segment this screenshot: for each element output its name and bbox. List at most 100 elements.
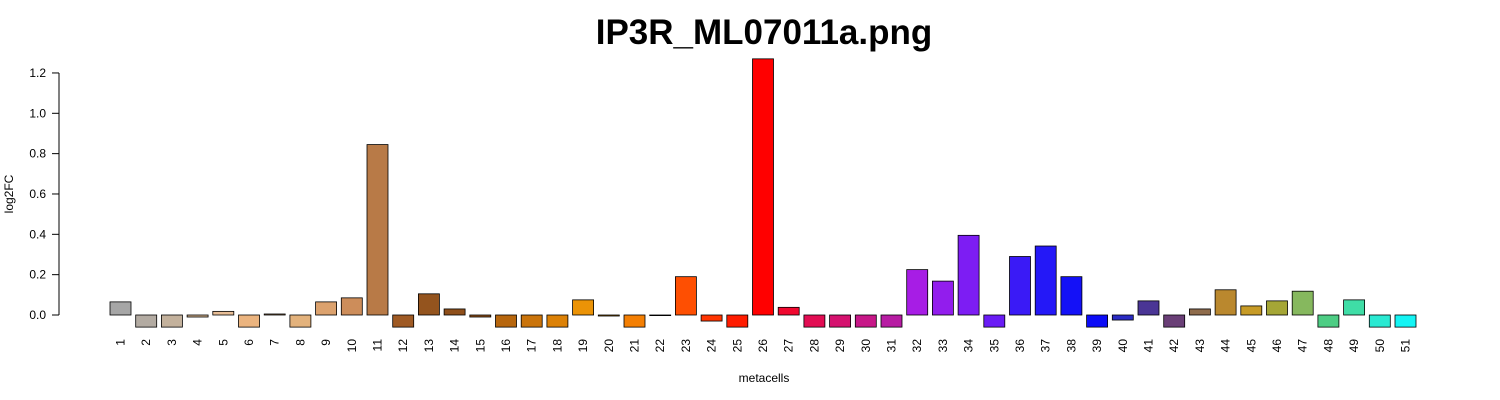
bar-metacell-49 (1343, 299, 1365, 316)
x-tick-label: 23 (679, 339, 693, 353)
chart-title: IP3R_ML07011a.png (596, 13, 933, 52)
x-tick-label: 14 (448, 339, 462, 353)
x-tick-label: 49 (1347, 339, 1361, 353)
x-tick-label: 1 (114, 339, 128, 346)
x-tick-label: 25 (730, 339, 744, 353)
bar-metacell-42 (1163, 314, 1186, 328)
bar-metacell-12 (392, 314, 415, 328)
y-tick-label: 1.2 (29, 66, 46, 80)
bar-metacell-14 (443, 308, 466, 316)
x-tick-label: 39 (1090, 339, 1104, 353)
x-tick-label: 36 (1013, 339, 1027, 353)
x-tick-label: 41 (1142, 339, 1156, 353)
x-tick-label: 43 (1193, 339, 1207, 353)
y-tick-label: 0.0 (29, 308, 46, 322)
bar-metacell-48 (1317, 314, 1340, 328)
bar-metacell-40 (1111, 314, 1134, 321)
y-tick-label: 1.0 (29, 106, 46, 120)
x-tick-label: 44 (1219, 339, 1233, 353)
bar-metacell-36 (1009, 256, 1031, 316)
x-tick-label: 38 (1064, 339, 1078, 353)
x-tick-label: 2 (139, 339, 153, 346)
x-tick-label: 20 (602, 339, 616, 353)
x-tick-label: 8 (293, 339, 307, 346)
bar-metacell-50 (1368, 314, 1391, 328)
x-tick-label: 16 (499, 339, 513, 353)
x-tick-label: 40 (1116, 339, 1130, 353)
bar-metacell-2 (135, 314, 158, 328)
bar-metacell-38 (1060, 276, 1083, 316)
x-tick-label: 42 (1167, 339, 1181, 353)
x-tick-label: 32 (910, 339, 924, 353)
bar-metacell-11 (366, 144, 389, 316)
bar-metacell-27 (777, 306, 800, 316)
bar-metacell-17 (520, 314, 543, 328)
y-axis-label: log2FC (2, 174, 16, 213)
bar-metacell-37 (1034, 245, 1057, 316)
bar-metacell-15 (469, 314, 492, 318)
bar-metacell-16 (495, 314, 517, 328)
bar-metacell-39 (1086, 314, 1108, 328)
bar-metacell-21 (623, 314, 646, 328)
x-tick-label: 47 (1296, 339, 1310, 353)
x-tick-label: 12 (396, 339, 410, 353)
x-tick-label: 22 (653, 339, 667, 353)
x-tick-label: 5 (216, 339, 230, 346)
bar-metacell-46 (1266, 300, 1288, 316)
x-tick-label: 33 (936, 339, 950, 353)
bar-metacell-4 (186, 314, 209, 318)
x-tick-label: 21 (628, 339, 642, 353)
bar-metacell-13 (417, 293, 440, 316)
x-tick-label: 9 (319, 339, 333, 346)
x-tick-label: 13 (422, 339, 436, 353)
bar-metacell-45 (1240, 305, 1263, 316)
x-tick-label: 28 (807, 339, 821, 353)
bar-metacell-7 (263, 313, 286, 316)
y-tick-label: 0.8 (29, 147, 46, 161)
bar-metacell-20 (597, 314, 620, 317)
bar-metacell-33 (932, 280, 954, 316)
x-tick-label: 31 (885, 339, 899, 353)
x-tick-label: 24 (705, 339, 719, 353)
bar-metacell-18 (546, 314, 569, 328)
y-tick-label: 0.6 (29, 187, 46, 201)
x-tick-label: 7 (268, 339, 282, 346)
x-axis-label: metacells (739, 371, 790, 385)
x-tick-label: 11 (371, 339, 385, 352)
x-tick-label: 15 (473, 339, 487, 353)
x-tick-label: 29 (833, 339, 847, 353)
bar-metacell-3 (160, 314, 183, 328)
x-tick-label: 48 (1321, 339, 1335, 353)
bar-metacell-9 (315, 301, 338, 316)
x-tick-label: 26 (756, 339, 770, 353)
x-tick-label: 45 (1244, 339, 1258, 353)
bar-metacell-23 (675, 276, 697, 316)
y-axis: 0.0 0.2 0.4 0.6 0.8 1.0 1.2 (29, 66, 60, 322)
bar-metacell-29 (829, 314, 851, 328)
bar-metacell-41 (1137, 300, 1160, 316)
bar-metacell-1 (109, 301, 132, 316)
bar-metacell-44 (1214, 289, 1237, 316)
bar-metacell-10 (340, 297, 363, 316)
x-tick-label: 10 (345, 339, 359, 353)
x-tick-label: 3 (165, 339, 179, 346)
x-tick-label: 37 (1039, 339, 1053, 353)
x-tick-label: 6 (242, 339, 256, 346)
x-tick-label: 17 (525, 339, 539, 353)
bars-group (109, 58, 1417, 328)
bar-metacell-43 (1189, 308, 1211, 316)
bar-metacell-24 (700, 314, 723, 322)
bar-metacell-35 (983, 314, 1006, 328)
x-tick-label: 50 (1373, 339, 1387, 353)
x-tick-label: 34 (962, 339, 976, 353)
bar-metacell-34 (957, 234, 980, 316)
x-tick-label: 4 (191, 339, 205, 346)
bar-metacell-47 (1291, 290, 1314, 316)
x-tick-label: 35 (987, 339, 1001, 353)
y-tick-label: 0.2 (29, 268, 46, 282)
bar-metacell-19 (572, 299, 594, 316)
x-tick-label: 19 (576, 339, 590, 353)
bar-metacell-6 (238, 314, 260, 328)
x-tick-label: 46 (1270, 339, 1284, 353)
bar-metacell-28 (803, 314, 826, 328)
